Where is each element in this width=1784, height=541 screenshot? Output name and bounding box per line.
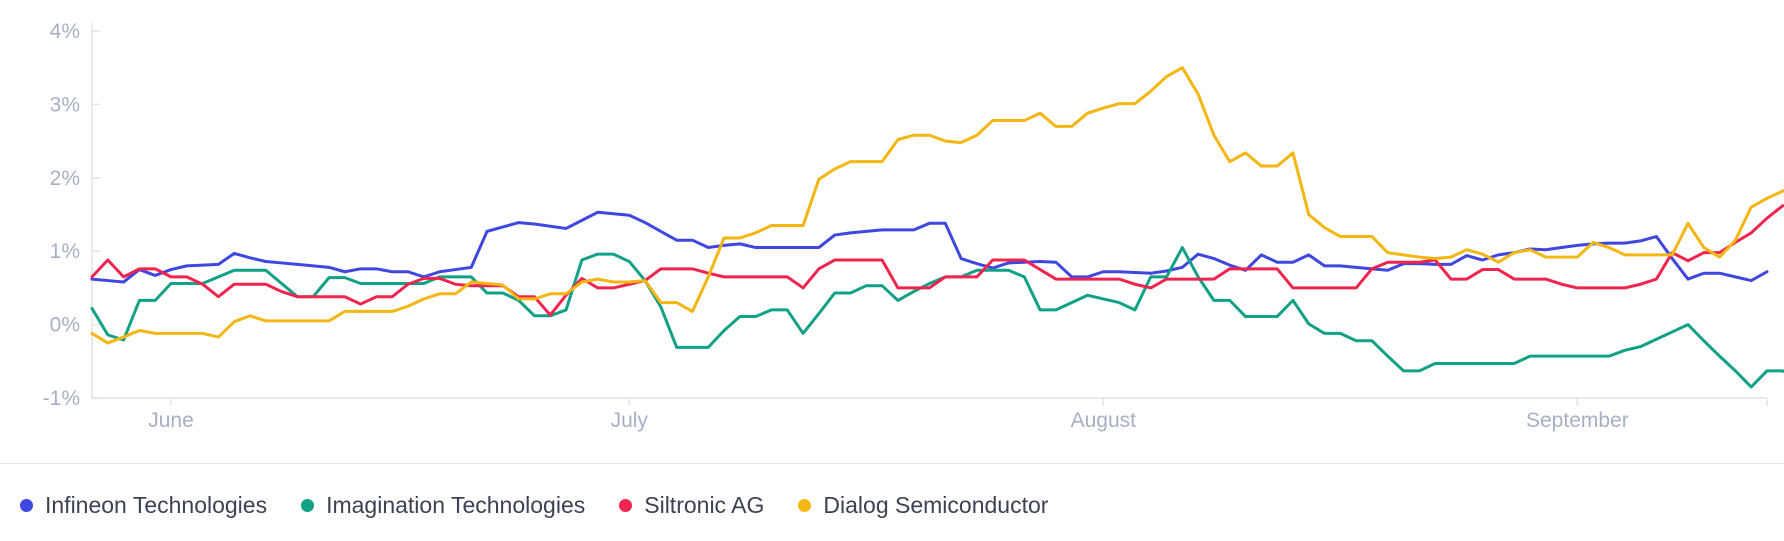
x-tick-label: June — [148, 409, 194, 432]
y-tick-label: -1% — [43, 387, 80, 410]
legend-item-dialog[interactable]: Dialog Semiconductor — [798, 492, 1048, 519]
series-line-infineon-technologies[interactable] — [90, 210, 1769, 284]
y-tick-label: 4% — [50, 20, 80, 43]
legend-item-infineon[interactable]: Infineon Technologies — [20, 492, 267, 519]
legend-marker-icon — [20, 499, 33, 512]
legend-item-imagination[interactable]: Imagination Technologies — [301, 492, 585, 519]
x-axis: June July August September — [92, 397, 1768, 432]
legend-marker-icon — [798, 499, 812, 512]
line-chart: 4% 3% 2% 1% 0% -1% June July August September — [43, 20, 1784, 432]
y-tick-label: 2% — [50, 167, 80, 190]
legend-label: Infineon Technologies — [45, 492, 268, 518]
legend-row: Infineon Technologies Imagination Techno… — [20, 492, 1082, 519]
legend-label: Siltronic AG — [644, 492, 765, 518]
series-line-dialog-semiconductor[interactable] — [90, 66, 1784, 345]
y-tick-label: 0% — [50, 314, 80, 337]
legend: Infineon Technologies Imagination Techno… — [0, 463, 1784, 541]
series-group — [90, 66, 1784, 389]
legend-marker-icon — [301, 499, 315, 512]
y-tick-label: 3% — [50, 93, 80, 116]
series-line-imagination-technologies[interactable] — [90, 246, 1784, 389]
legend-item-siltronic[interactable]: Siltronic AG — [619, 492, 764, 519]
legend-marker-icon — [619, 499, 633, 512]
legend-label: Imagination Technologies — [326, 492, 586, 518]
legend-label: Dialog Semiconductor — [823, 492, 1049, 518]
y-axis: 4% 3% 2% 1% 0% -1% — [43, 20, 100, 410]
series-line-siltronic-ag[interactable] — [90, 204, 1784, 317]
x-tick-label: September — [1526, 409, 1629, 432]
x-tick-label: August — [1071, 409, 1137, 432]
y-tick-label: 1% — [50, 240, 80, 263]
x-tick-label: July — [611, 409, 649, 432]
